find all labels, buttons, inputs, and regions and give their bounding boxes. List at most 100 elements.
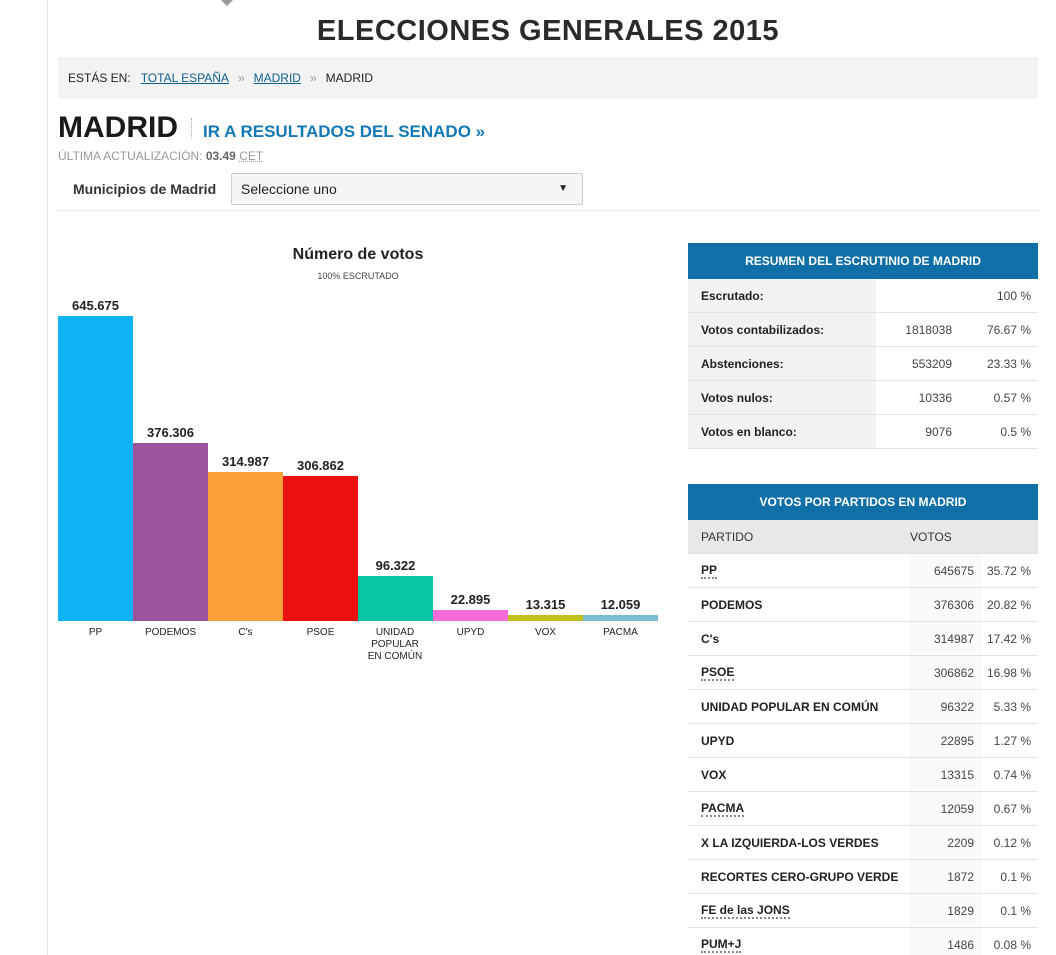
chart-bar[interactable]: [358, 576, 433, 621]
bar-value-label: 376.306: [147, 425, 194, 440]
table-row: VOX 13315 0.74 %: [688, 758, 1038, 792]
party-name: PODEMOS: [701, 597, 763, 612]
party-votes: 645675: [910, 554, 982, 587]
table-row[interactable]: PUM+J 1486 0.08 %: [688, 928, 1038, 955]
table-row[interactable]: PSOE 306862 16.98 %: [688, 656, 1038, 690]
summary-label: Votos nulos:: [688, 381, 876, 414]
party-votes: 13315: [910, 758, 982, 791]
breadcrumb-link-madrid[interactable]: MADRID: [253, 71, 301, 85]
update-timezone: CET: [239, 149, 264, 163]
table-row: RECORTES CERO-GRUPO VERDE 1872 0.1 %: [688, 860, 1038, 894]
party-votes: 306862: [910, 656, 982, 689]
party-percent: 35.72 %: [986, 563, 1031, 578]
chart-bar[interactable]: [433, 610, 508, 621]
chart-bar[interactable]: [283, 476, 358, 621]
table-row: Escrutado: 100 %: [688, 279, 1038, 313]
summary-title: RESUMEN DEL ESCRUTINIO DE MADRID: [688, 243, 1038, 279]
table-row: PODEMOS 376306 20.82 %: [688, 588, 1038, 622]
chart-bar[interactable]: [583, 615, 658, 621]
party-name-cell: PACMA: [688, 792, 910, 825]
party-name: C's: [701, 631, 720, 646]
chart-bar[interactable]: [208, 472, 283, 621]
bar-category-label: PP: [88, 627, 103, 638]
party-name-cell: UNIDAD POPULAR EN COMÚN: [688, 690, 910, 723]
parties-title: VOTOS POR PARTIDOS EN MADRID: [688, 484, 1038, 520]
votes-bar-chart: Número de votos 100% ESCRUTADO 645.675 PP…: [58, 240, 658, 680]
bar-category-label: UPYD: [456, 627, 485, 638]
update-time: 03.49: [205, 149, 236, 163]
summary-percent: 0.5 %: [1000, 424, 1031, 439]
party-link[interactable]: PP: [701, 562, 718, 579]
municipios-selected-value: Seleccione uno: [241, 180, 337, 197]
table-row[interactable]: PACMA 12059 0.67 %: [688, 792, 1038, 826]
municipios-select[interactable]: Seleccione uno ▼: [231, 172, 583, 205]
party-name-cell: C's: [688, 622, 910, 655]
parties-table-header: PARTIDO VOTOS: [688, 520, 1038, 554]
party-percent: 17.42 %: [986, 631, 1031, 646]
region-header: MADRID IR A RESULTADOS DEL SENADO »: [58, 111, 1038, 145]
party-votes: 376306: [910, 588, 982, 621]
party-percent: 0.1 %: [1000, 903, 1031, 918]
table-row[interactable]: FE de las JONS 1829 0.1 %: [688, 894, 1038, 928]
chart-bar[interactable]: [508, 615, 583, 621]
summary-label: Votos en blanco:: [688, 415, 876, 448]
table-row: Abstenciones: 553209 23.33 %: [688, 347, 1038, 381]
breadcrumb-separator: »: [237, 71, 245, 85]
bar-value-label: 645.675: [72, 298, 119, 313]
party-votes: 314987: [910, 622, 982, 655]
title-divider: [191, 118, 192, 138]
summary-label: Votos contabilizados:: [688, 313, 876, 346]
bar-category-label: PACMA: [603, 627, 638, 638]
summary-count: [876, 279, 964, 312]
party-votes: 1829: [910, 894, 982, 927]
party-name-cell: VOX: [688, 758, 910, 791]
party-percent: 0.1 %: [1000, 869, 1031, 884]
party-name-cell: PODEMOS: [688, 588, 910, 621]
summary-count: 9076: [925, 424, 952, 439]
summary-count: 553209: [911, 356, 952, 371]
party-link[interactable]: PSOE: [701, 664, 735, 681]
senado-results-link[interactable]: IR A RESULTADOS DEL SENADO »: [203, 122, 486, 141]
summary-percent: 23.33 %: [986, 356, 1031, 371]
page-title: ELECCIONES GENERALES 2015: [316, 15, 780, 47]
bar-category-label: UNIDAD POPULAR EN COMÚN: [367, 627, 423, 662]
party-link[interactable]: PUM+J: [701, 936, 742, 953]
breadcrumb-separator: »: [309, 71, 317, 85]
table-row[interactable]: PP 645675 35.72 %: [688, 554, 1038, 588]
summary-percent: 100 %: [996, 288, 1031, 303]
party-votes: 1486: [910, 928, 982, 955]
chart-subtitle: 100% ESCRUTADO: [317, 271, 399, 281]
breadcrumb-current: MADRID: [325, 71, 373, 85]
party-name: VOX: [701, 767, 727, 782]
party-link[interactable]: PACMA: [701, 800, 745, 817]
party-name: UNIDAD POPULAR EN COMÚN: [701, 699, 879, 714]
bar-value-label: 13.315: [525, 597, 566, 612]
summary-label: Abstenciones:: [688, 347, 876, 380]
party-percent: 0.12 %: [993, 835, 1031, 850]
summary-percent: 76.67 %: [986, 322, 1031, 337]
parties-panel: VOTOS POR PARTIDOS EN MADRID PARTIDO VOT…: [688, 484, 1038, 955]
summary-panel: RESUMEN DEL ESCRUTINIO DE MADRID Escruta…: [688, 243, 1038, 449]
bar-category-label: C's: [238, 627, 253, 638]
bar-category-label: VOX: [534, 627, 557, 638]
table-row: UPYD 22895 1.27 %: [688, 724, 1038, 758]
party-votes: 1872: [910, 860, 982, 893]
party-percent: 0.74 %: [993, 767, 1031, 782]
party-name-cell: PSOE: [688, 656, 910, 689]
chart-bar[interactable]: [133, 443, 208, 621]
parties-rows: PP 645675 35.72 % PODEMOS 376306 20.82 % C's 31…: [688, 554, 1038, 955]
breadcrumb-link-total-espana[interactable]: TOTAL ESPAÑA: [140, 71, 229, 85]
chart-bar[interactable]: [58, 316, 133, 621]
party-name-cell: PP: [688, 554, 910, 587]
column-header-partido: PARTIDO: [701, 529, 754, 544]
table-row: Votos contabilizados: 1818038 76.67 %: [688, 313, 1038, 347]
party-name-cell: RECORTES CERO-GRUPO VERDE: [688, 860, 910, 893]
chevron-down-icon: ▼: [558, 183, 568, 194]
bar-category-label: PSOE: [306, 627, 335, 638]
table-row: C's 314987 17.42 %: [688, 622, 1038, 656]
breadcrumb-label: ESTÁS EN:: [68, 71, 131, 85]
table-row: X LA IZQUIERDA-LOS VERDES 2209 0.12 %: [688, 826, 1038, 860]
municipios-label: Municipios de Madrid: [73, 180, 217, 197]
party-percent: 1.27 %: [993, 733, 1031, 748]
party-link[interactable]: FE de las JONS: [701, 902, 790, 919]
